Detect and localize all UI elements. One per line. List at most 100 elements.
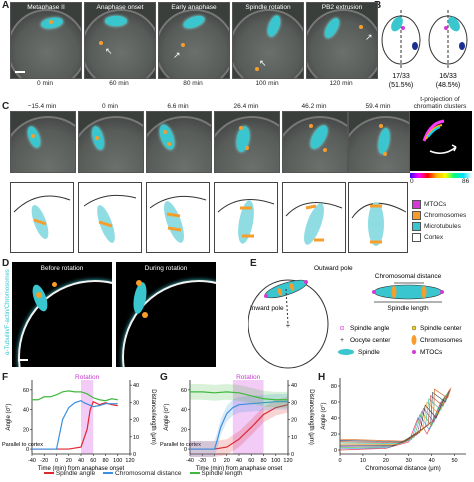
panel-label-e: E [250,258,257,269]
y-tick-label: 0 [184,447,187,453]
legend-spindle-angle: Spindle angle [350,325,390,332]
x-tick-label: 40 [236,458,242,464]
time-label: 59.4 min [365,103,391,110]
trajectory-line [339,389,451,443]
y-axis-label: Angle (σ°) [6,403,12,430]
legend-chromosomes-e: Chromosomes [420,337,463,344]
x-tick-label: 0 [338,458,341,464]
y2-tick-label: 0 [133,452,136,458]
svg-text:+: + [286,321,291,330]
series-line [32,400,118,450]
x-tick-label: 80 [260,458,266,464]
chart-h: 0 10 20 30 40 50 0 20 40 60 80 Chromosomal distance… [321,378,466,472]
trajectory-line [339,387,452,442]
y2-tick-label: 30 [133,400,139,406]
micrograph-before-rotation: Before rotation [12,262,112,367]
x-axis-label: Time (min) from anaphase onset [196,466,283,472]
y-tick-label: 20 [181,427,187,433]
trajectory-line [339,401,442,451]
micrograph-title: Early anaphase [171,4,217,11]
panel-label-a: A [2,0,10,11]
time-label: 120 min [329,80,353,87]
y-tick-label: 20 [331,432,337,438]
time-label: 0 min [102,103,118,110]
time-label: 6.6 min [167,103,189,110]
rotation-label: Rotation [75,374,100,381]
micrograph-metaphase: Metaphase II [10,2,82,79]
legend-label: Chromosomes [424,212,467,219]
legend-mtocs: MTOCs [412,200,446,209]
x-tick-label: 100 [271,458,280,464]
x-tick-label: 30 [406,458,412,464]
inward-pole-label: Inward pole [250,305,284,312]
y-tick-label: 0 [26,447,29,453]
parallel-label: Parallel to cortex [160,442,201,448]
rotation-band [81,380,94,454]
percent-right: (48.5%) [436,82,461,89]
time-label: −15.4 min [27,103,57,110]
parallel-label: Parallel to cortex [2,442,43,448]
legend-spindle: Spindle [358,349,380,356]
micrograph-title: Spindle rotation [245,4,291,11]
chart-f: Rotation-40 -20 0 20 40 60 80 100 12002040600102… [2,374,156,472]
cartoon-6 [348,182,408,253]
svg-text:+: + [340,337,344,344]
cartoon-1 [10,182,74,253]
x-tick-label: 60 [90,458,96,464]
cell-schematic-left [381,10,421,68]
x-tick-label: 0 [213,458,216,464]
series-line [32,390,118,402]
chromosomal-distance-label: Chromosomal distance [375,273,442,280]
x-tick-label: 120 [125,458,134,464]
cartoon-2 [78,182,142,253]
cartoon-3 [146,182,210,253]
x-tick-label: 40 [78,458,84,464]
micrograph-c4 [214,111,280,173]
x-tick-label: -20 [40,458,48,464]
x-tick-label: 100 [113,458,122,464]
y-tick-label: 60 [23,388,29,394]
micrograph-during-rotation: During rotation [116,262,216,367]
series-line [190,401,288,450]
panel-label-g: G [160,372,168,383]
series-band [190,393,288,457]
x-tick-label: -40 [28,458,36,464]
micrograph-c3 [146,111,212,173]
x-tick-label: 80 [102,458,108,464]
micrograph-c2 [78,111,144,173]
x-tick-label: 20 [383,458,389,464]
y2-tick-label: 40 [291,383,297,389]
x-tick-label: 120 [283,458,292,464]
micrograph-title: Anaphase onset [96,4,144,11]
time-label: 80 min [183,80,203,87]
panel-label-d: D [2,258,10,269]
y-tick-label: 40 [331,416,337,422]
series-band [190,396,288,457]
colorbar [410,173,472,178]
legend-chromosomes: Chromosomes [412,211,466,220]
micrograph-c6 [348,111,410,173]
outward-pole-label: Outward pole [314,265,353,272]
panel-label-h: H [318,372,326,383]
y2-tick-label: 20 [291,418,297,424]
projection-image [410,111,472,171]
trajectory-line [339,392,448,444]
series-line [190,391,288,401]
trajectory-line [339,400,443,450]
cartoon-4 [214,182,278,253]
micrograph-spindle-rotation: Spindle rotation ↖ [232,2,304,79]
panel-label-f: F [2,372,9,383]
time-label: 60 min [109,80,129,87]
x-tick-label: 0 [55,458,58,464]
chart-g: Rotation-40 -20 0 20 40 60 80 100 12002040600102… [160,374,314,472]
micrograph-early-anaphase: Early anaphase ↗ [158,2,230,79]
y2-tick-label: 0 [291,452,294,458]
percent-left: (51.5%) [389,82,414,89]
y2-axis-label: Distance/length (μm) [150,389,156,444]
spindle-length-label: Spindle length [387,305,429,312]
legend-fg: Spindle angle Chromosomal distance Spind… [44,470,284,477]
cartoon-row [10,182,408,253]
y2-tick-label: 20 [133,418,139,424]
channel-label: α-Tubulin/F-actin/Chromosomes [5,269,11,355]
panel-d-before: Before rotation [40,265,84,272]
